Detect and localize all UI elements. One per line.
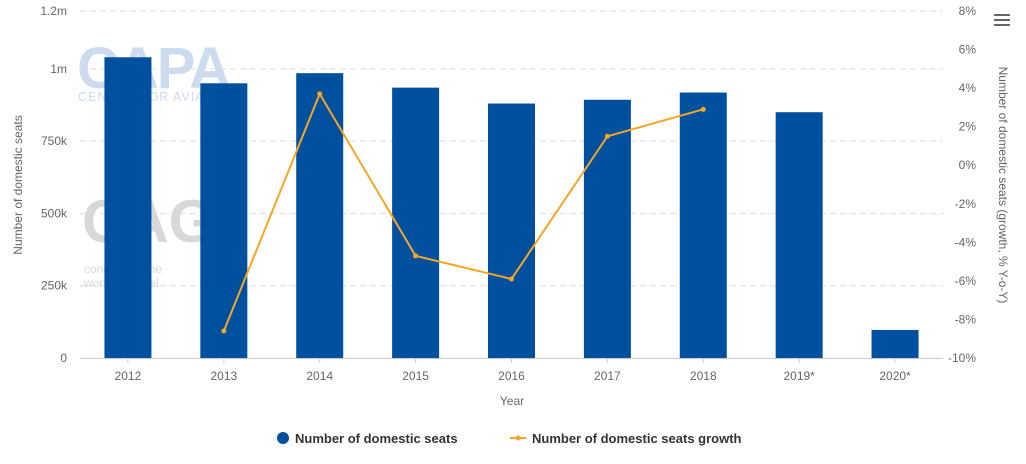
legend-line-marker bbox=[515, 435, 521, 441]
x-tick-label: 2018 bbox=[690, 369, 717, 383]
x-tick-label: 2012 bbox=[115, 369, 142, 383]
y2-tick-label: -2% bbox=[955, 197, 977, 211]
bars-series bbox=[104, 57, 919, 359]
y2-tick-label: 4% bbox=[959, 81, 977, 95]
x-axis-title: Year bbox=[500, 394, 524, 408]
bar bbox=[200, 83, 248, 359]
bar bbox=[392, 87, 440, 359]
y-axis-title: Number of domestic seats bbox=[11, 115, 25, 254]
x-tick-label: 2020* bbox=[879, 369, 911, 383]
bar bbox=[679, 92, 727, 359]
y-tick-label: 1m bbox=[50, 62, 67, 76]
legend: Number of domestic seats Number of domest… bbox=[277, 431, 742, 446]
x-tick-label: 2013 bbox=[210, 369, 237, 383]
growth-point bbox=[413, 253, 419, 259]
bar bbox=[871, 329, 919, 358]
x-tick-label: 2014 bbox=[306, 369, 333, 383]
line-series bbox=[221, 91, 706, 334]
bar bbox=[583, 99, 631, 358]
y2-tick-label: -4% bbox=[955, 235, 977, 249]
y2-axis-title: Number of domestic seats (growth, % Y-o-… bbox=[996, 67, 1010, 304]
growth-point bbox=[700, 106, 706, 112]
axes: 0 250k 500k 750k 1m 1.2m 8% 6% 4% 2% 0% -2% -4% -6% -8… bbox=[11, 4, 1010, 408]
y2-tick-label: 8% bbox=[959, 4, 977, 18]
bar bbox=[104, 57, 152, 359]
y2-tick-label: 0% bbox=[959, 158, 977, 172]
y-tick-label: 250k bbox=[41, 279, 68, 293]
growth-point bbox=[317, 91, 323, 97]
growth-point bbox=[221, 328, 227, 334]
y-tick-label: 1.2m bbox=[40, 4, 67, 18]
legend-line-label: Number of domestic seats growth bbox=[532, 431, 742, 446]
legend-bar-label: Number of domestic seats bbox=[295, 431, 458, 446]
y2-tick-label: 2% bbox=[959, 120, 977, 134]
bar bbox=[775, 112, 823, 358]
y2-tick-label: -6% bbox=[955, 274, 977, 288]
growth-line bbox=[222, 91, 704, 332]
growth-point bbox=[509, 276, 514, 282]
y2-tick-label: -8% bbox=[955, 312, 977, 326]
y-tick-label: 0 bbox=[60, 351, 67, 365]
hamburger-menu-icon[interactable] bbox=[994, 14, 1010, 28]
bar bbox=[488, 103, 535, 359]
x-tick-label: 2017 bbox=[594, 369, 621, 383]
y-tick-label: 750k bbox=[41, 134, 68, 148]
growth-point bbox=[604, 133, 610, 139]
bar bbox=[296, 73, 344, 358]
x-tick-label: 2016 bbox=[498, 369, 525, 383]
x-tick-label: 2019* bbox=[783, 369, 815, 383]
legend-bar-symbol bbox=[277, 432, 289, 444]
y2-tick-label: 6% bbox=[959, 43, 977, 57]
y2-tick-label: -10% bbox=[948, 351, 976, 365]
x-tick-label: 2015 bbox=[402, 369, 429, 383]
y-tick-label: 500k bbox=[41, 206, 68, 220]
